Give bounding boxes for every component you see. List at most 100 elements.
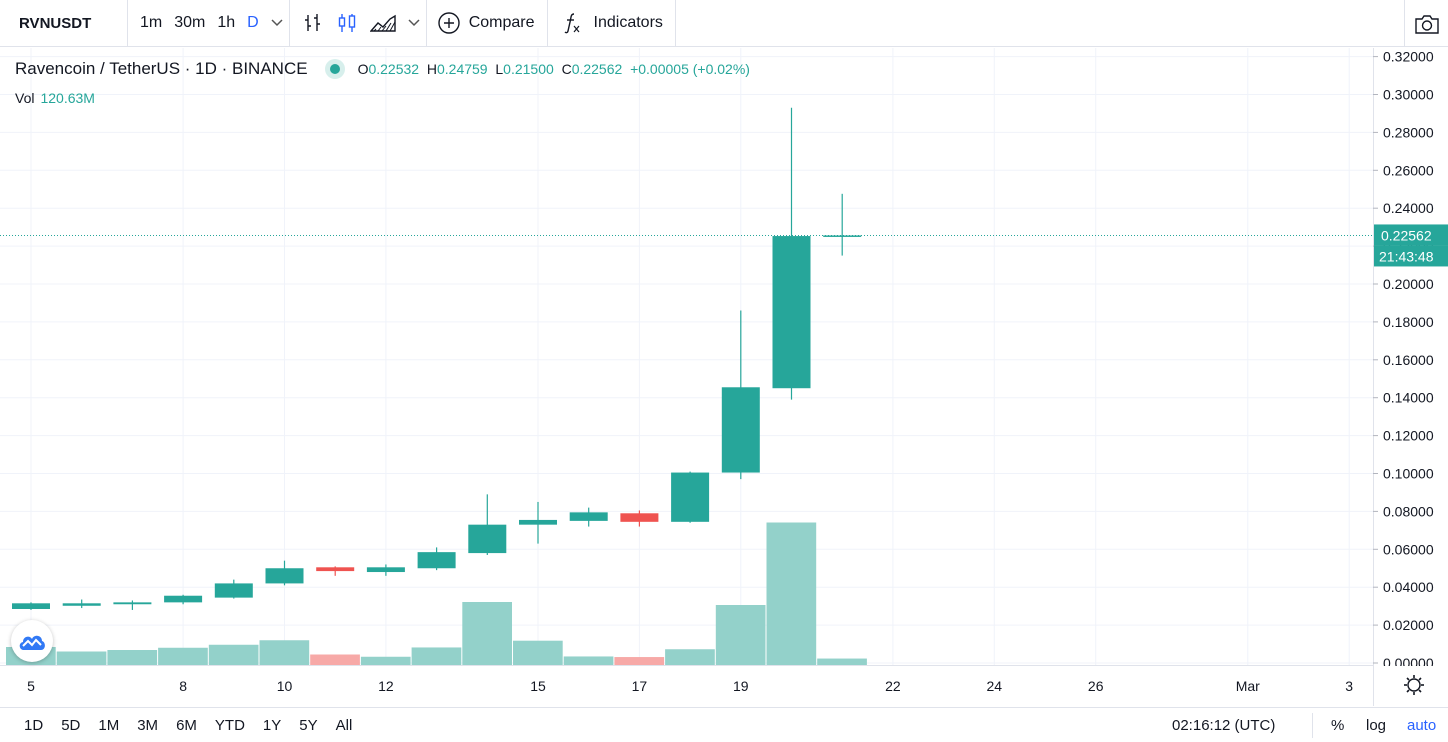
bars-style-icon[interactable] [296,0,330,47]
date-range-group: 1D 5D 1M 3M 6M YTD 1Y 5Y All [0,717,361,734]
low-value: 0.21500 [503,61,554,77]
price-tick-label: 0.08000 [1383,503,1434,519]
chart-style-group [290,0,426,47]
time-tick-label: 19 [733,678,749,694]
price-scale[interactable]: 0.320000.300000.280000.260000.240000.220… [1373,49,1434,666]
timeframe-1h-button[interactable]: 1h [217,14,236,31]
range-ytd-button[interactable]: YTD [214,716,245,734]
timeframe-d-button[interactable]: D [247,14,259,31]
tradingview-logo[interactable] [11,620,53,662]
volume-bar [411,647,462,665]
price-tick-label: 0.10000 [1383,466,1434,482]
candle-body[interactable] [366,567,405,573]
top-toolbar: RVNUSDT 1m 30m 1h D Compare Indicators [0,0,1448,47]
range-1y-button[interactable]: 1Y [262,716,282,734]
function-fx-icon [564,13,579,34]
market-status-dot[interactable] [329,64,340,74]
range-1m-button[interactable]: 1M [98,716,120,734]
last-price-label: 0.22562 21:43:48 [1374,224,1448,267]
timeframe-30m-button[interactable]: 30m [174,14,206,31]
time-tick-label: 17 [632,678,648,694]
range-1d-button[interactable]: 1D [24,716,44,734]
time-tick-label: 26 [1088,678,1104,694]
candle-body[interactable] [620,513,659,522]
volume-bar [563,656,614,665]
candle-body[interactable] [12,603,50,609]
chart-settings-gear-icon[interactable] [1404,675,1424,695]
price-tick-label: 0.26000 [1383,162,1434,178]
indicators-button[interactable]: Indicators [548,0,675,47]
candle-body[interactable] [164,595,203,603]
camera-icon [1414,14,1439,34]
range-5d-button[interactable]: 5D [61,716,81,734]
volume-bar [360,656,411,665]
volume-label[interactable]: Vol [15,90,35,106]
low-label: L [495,61,504,77]
range-all-button[interactable]: All [335,716,353,734]
candle-body[interactable] [265,568,304,584]
price-tick-label: 0.00000 [1383,655,1434,666]
candle-body[interactable] [721,387,760,473]
time-tick-label: 22 [885,678,901,694]
open-value: 0.22532 [368,61,420,77]
time-tick-label: 10 [277,678,293,694]
price-tick-label: 0.32000 [1383,49,1434,65]
price-chart[interactable]: 0.320000.300000.280000.260000.240000.220… [0,48,1448,666]
chart-grid [0,48,1373,665]
candle-body[interactable] [671,472,710,522]
candle-body[interactable] [113,602,152,605]
symbol-search-button[interactable]: RVNUSDT [19,14,92,32]
price-tick-label: 0.24000 [1383,200,1434,216]
price-tick-label: 0.16000 [1383,352,1434,368]
bottom-divider [1312,713,1313,738]
toolbar-divider [288,0,290,47]
compare-button[interactable]: Compare [427,0,547,47]
time-scale-labels: 5 8 10 12 15 17 19 22 24 26 Mar 3 [27,678,1353,694]
auto-scale-toggle[interactable]: auto [1407,717,1437,734]
volume-bar [56,651,107,665]
volume-bar [513,640,563,665]
area-style-icon[interactable] [364,0,402,47]
chart-style-chevron-icon[interactable] [402,0,426,47]
price-tick-label: 0.02000 [1383,617,1434,633]
candle-body[interactable] [214,583,253,598]
log-scale-toggle[interactable]: log [1366,717,1387,734]
series-title[interactable]: Ravencoin / TetherUS · 1D · BINANCE [15,59,308,78]
timeframe-1m-button[interactable]: 1m [140,14,163,31]
time-tick-label: 15 [530,678,546,694]
timeframe-dropdown-chevron-icon[interactable] [265,0,289,47]
volume-bar [766,522,817,665]
candles-style-icon[interactable] [330,0,364,47]
last-price-value: 0.22562 [1381,227,1432,243]
candle-body[interactable] [417,552,456,569]
bottom-toolbar: 1D 5D 1M 3M 6M YTD 1Y 5Y All 02:16:12 (U… [0,707,1448,742]
bar-countdown: 21:43:48 [1379,248,1434,264]
close-value: 0.22562 [571,61,623,77]
candle-body[interactable] [823,235,862,237]
utc-clock[interactable]: 02:16:12 (UTC) [1172,717,1276,734]
percent-scale-toggle[interactable]: % [1331,717,1345,734]
candle-body[interactable] [569,512,608,521]
timeframe-group: 1m 30m 1h D [128,0,289,47]
time-tick-label: 5 [27,678,35,694]
price-tick-label: 0.06000 [1383,541,1434,557]
last-price-tag-bg [1374,224,1448,246]
range-3m-button[interactable]: 3M [137,716,159,734]
candle-body[interactable] [316,567,355,572]
screenshot-button[interactable] [1404,0,1448,47]
range-6m-button[interactable]: 6M [176,716,197,734]
candle-body[interactable] [468,524,507,554]
candle-body[interactable] [519,519,557,525]
volume-bar [715,605,766,665]
range-5y-button[interactable]: 5Y [299,716,318,734]
candle-body[interactable] [62,603,101,606]
time-tick-label: 8 [179,678,187,694]
time-tick-label: 12 [378,678,394,694]
volume-bar [107,650,158,665]
indicators-label: Indicators [593,14,663,31]
plus-circle-icon [438,12,460,34]
candle-body[interactable] [772,236,811,389]
candles [12,107,862,610]
time-scale[interactable]: 5 8 10 12 15 17 19 22 24 26 Mar 3 [0,666,1448,706]
volume-bar [158,647,208,665]
